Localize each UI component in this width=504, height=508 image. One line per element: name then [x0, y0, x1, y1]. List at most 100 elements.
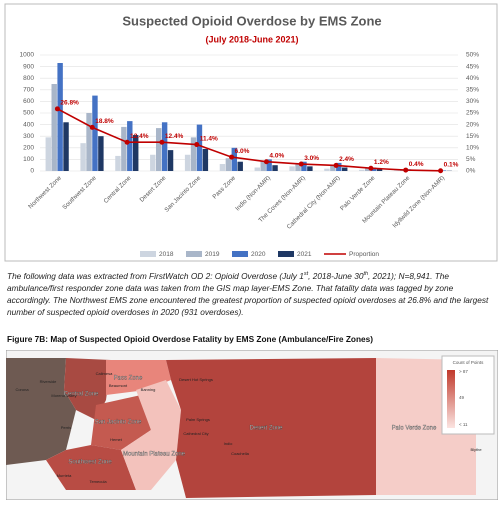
zone-label: Mountain Plateau Zone [123, 452, 186, 458]
bar [150, 154, 156, 171]
bar [376, 168, 383, 171]
place-label: Temecula [89, 479, 107, 484]
y-tick-label: 900 [23, 63, 34, 70]
paragraph-text: th [363, 271, 369, 277]
bar [167, 150, 174, 171]
y2-tick-label: 35% [466, 87, 479, 94]
place-label: Calimesa [96, 371, 113, 376]
bar [330, 165, 336, 171]
legend-swatch [140, 251, 156, 257]
bar [231, 147, 238, 171]
legend-label: Proportion [349, 251, 379, 258]
zone-shape [91, 395, 151, 450]
bar [115, 155, 121, 171]
legend-swatch [232, 251, 248, 257]
bar [342, 167, 348, 171]
point [124, 139, 130, 145]
bar [393, 170, 400, 171]
y-tick-label: 1000 [20, 52, 35, 59]
bar [266, 159, 272, 171]
bar [237, 161, 243, 171]
line [57, 108, 441, 172]
bar [336, 162, 342, 171]
zone-shape [6, 358, 76, 465]
place-label: Palm Springs [186, 417, 210, 422]
y2-tick-label: 15% [466, 133, 479, 140]
bar [45, 137, 51, 171]
y-tick-label: 600 [23, 98, 34, 105]
y2-tick-label: 50% [466, 52, 479, 59]
paragraph-text: The following data was extracted from Fi… [7, 270, 304, 281]
bar [260, 160, 266, 171]
legend-label: 2018 [159, 251, 174, 258]
point [54, 106, 60, 112]
y2-tick-label: 5% [466, 156, 476, 163]
chart: Suspected Opioid Overdose by EMS Zone (J… [4, 3, 498, 262]
bar [440, 170, 447, 171]
bar [161, 122, 168, 171]
place-label: Banning [141, 387, 156, 392]
data-label: 0.4% [409, 161, 424, 168]
place-label: Murrieta [57, 473, 72, 478]
y2-tick-label: 10% [466, 145, 479, 152]
place-label: Riverside [40, 379, 57, 384]
place-label: Hemet [110, 437, 123, 442]
legend-label: 49 [459, 395, 465, 400]
data-label: 12.4% [165, 133, 184, 140]
y-tick-label: 0 [30, 168, 34, 175]
y2-tick-label: 45% [466, 63, 479, 70]
bar [98, 136, 104, 171]
place-label: Blythe [470, 447, 482, 452]
bar [301, 161, 307, 171]
point [89, 124, 95, 130]
legend-label: < 11 [459, 422, 468, 427]
paragraph-text: , 2018-June 30 [308, 270, 364, 281]
legend-swatch [186, 251, 202, 257]
bar [272, 165, 278, 171]
chart-title: Suspected Opioid Overdose by EMS Zone [122, 13, 381, 28]
point [263, 159, 269, 165]
data-label: 11.4% [200, 135, 218, 142]
point [229, 154, 235, 160]
zone-label: San Jacinto Zone [95, 420, 142, 426]
paragraph-text: st [303, 271, 309, 277]
data-label: 0.1% [444, 161, 459, 168]
data-label: 1.2% [374, 159, 389, 166]
place-label: Moreno Valley [51, 393, 76, 398]
y-tick-label: 700 [23, 87, 34, 94]
y2-tick-label: 0% [466, 168, 476, 175]
zone-label: Desert Zone [249, 426, 283, 432]
bar [133, 135, 139, 171]
y2-tick-label: 25% [466, 110, 479, 117]
bar [127, 121, 133, 171]
zone-label: Southwest Zone [68, 460, 112, 466]
bar [364, 167, 371, 171]
zone-label: Palo Verde Zone [392, 426, 437, 432]
point [368, 165, 374, 171]
bar [184, 154, 191, 171]
bar [155, 128, 162, 171]
point [159, 139, 165, 145]
data-label: 18.8% [95, 118, 114, 125]
legend-label: > 87 [459, 369, 468, 374]
bar [80, 143, 86, 171]
zone-shape [46, 445, 136, 490]
bar [92, 95, 98, 171]
figure-caption: Figure 7B: Map of Suspected Opioid Overd… [7, 334, 374, 344]
y-tick-label: 500 [23, 110, 34, 117]
point [333, 162, 339, 168]
place-label: Corona [15, 387, 29, 392]
y-tick-label: 400 [23, 121, 34, 128]
legend-label: 2019 [205, 251, 220, 258]
place-label: Coachella [231, 451, 250, 456]
y-tick-label: 100 [23, 156, 34, 163]
zone-shape [166, 358, 376, 498]
paragraph: The following data was extracted from Fi… [7, 268, 497, 318]
y2-tick-label: 40% [466, 75, 479, 82]
place-label: Perris [61, 425, 71, 430]
place-label: Indio [224, 441, 233, 446]
legend-label: 2021 [297, 251, 312, 258]
data-label: 6.0% [235, 148, 250, 155]
place-label: Beaumont [109, 383, 128, 388]
